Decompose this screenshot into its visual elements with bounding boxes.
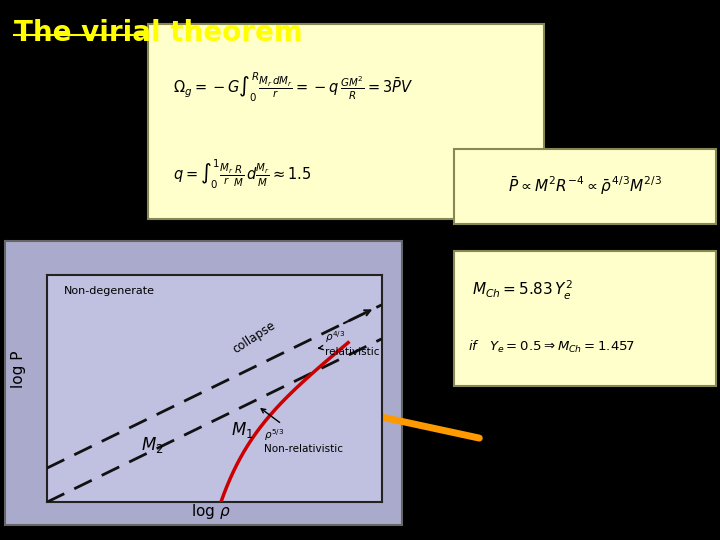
Text: log $\rho$: log $\rho$	[192, 502, 231, 521]
Text: $\mathit{if} \quad Y_e = 0.5 \Rightarrow M_{Ch} = 1.457$: $\mathit{if} \quad Y_e = 0.5 \Rightarrow…	[468, 339, 635, 355]
FancyBboxPatch shape	[5, 241, 402, 525]
Text: The virial theorem: The virial theorem	[14, 19, 303, 47]
Text: $M_2$: $M_2$	[140, 435, 163, 455]
FancyBboxPatch shape	[454, 148, 716, 224]
Text: $\bar{P} \propto M^2 R^{-4} \propto \bar{\rho}^{\,4/3}M^{2/3}$: $\bar{P} \propto M^2 R^{-4} \propto \bar…	[508, 176, 662, 197]
Text: log P: log P	[11, 350, 25, 388]
Text: collapse: collapse	[230, 319, 278, 356]
Text: $M_{Ch} = 5.83\,Y_e^2$: $M_{Ch} = 5.83\,Y_e^2$	[472, 279, 572, 302]
FancyBboxPatch shape	[148, 24, 544, 219]
Text: $M_1$: $M_1$	[231, 420, 253, 440]
Text: $q = \int_0^1 \frac{M_r}{r}\frac{R}{M}\,d\frac{M_r}{M} \approx 1.5$: $q = \int_0^1 \frac{M_r}{r}\frac{R}{M}\,…	[173, 158, 311, 191]
Text: $\rho^{4/3}$
relativistic: $\rho^{4/3}$ relativistic	[319, 329, 379, 357]
Text: $\Omega_g = -G\int_0^R \frac{M_r\,dM_r}{r} = -q\,\frac{GM^2}{R} = 3\bar{P}V$: $\Omega_g = -G\int_0^R \frac{M_r\,dM_r}{…	[173, 71, 413, 104]
Text: Non-degenerate: Non-degenerate	[63, 286, 155, 295]
FancyBboxPatch shape	[454, 251, 716, 386]
Text: $\rho^{5/3}$
Non-relativistic: $\rho^{5/3}$ Non-relativistic	[261, 409, 343, 454]
